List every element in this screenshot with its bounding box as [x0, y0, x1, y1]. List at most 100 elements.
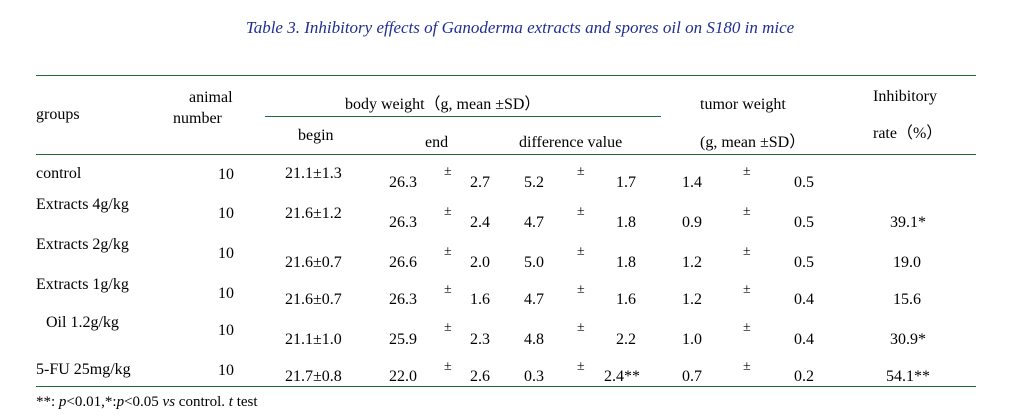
header-inhibitory: Inhibitory — [873, 89, 937, 105]
cell-diff-pm: ± — [577, 283, 585, 297]
cell-rate: 39.1* — [890, 215, 926, 231]
cell-group: 5-FU 25mg/kg — [36, 362, 131, 378]
cell-end-pm: ± — [444, 283, 452, 297]
cell-begin: 21.1±1.0 — [285, 332, 342, 348]
cell-begin: 21.6±1.2 — [285, 206, 342, 222]
cell-diff-mean: 5.0 — [524, 255, 544, 271]
cell-rate: 54.1** — [886, 369, 930, 385]
cell-begin: 21.6±0.7 — [285, 292, 342, 308]
cell-tumor-pm: ± — [743, 321, 751, 335]
cell-end-sd: 2.3 — [470, 332, 490, 348]
footnote-text: **: — [36, 394, 59, 410]
cell-tumor-pm: ± — [743, 165, 751, 179]
cell-rate: 30.9* — [890, 332, 926, 348]
cell-diff-sd: 1.8 — [616, 255, 636, 271]
cell-tumor-mean: 1.0 — [682, 332, 702, 348]
cell-number: 10 — [218, 286, 234, 302]
footnote-text: <0.01,*: — [66, 394, 116, 410]
cell-diff-mean: 5.2 — [524, 175, 544, 191]
header-bottom-rule — [36, 154, 976, 155]
body-weight-subrule — [265, 116, 661, 117]
header-animal: animal — [189, 90, 233, 106]
cell-tumor-sd: 0.4 — [794, 292, 814, 308]
cell-tumor-mean: 1.2 — [682, 292, 702, 308]
cell-end-mean: 26.3 — [389, 175, 417, 191]
cell-end-mean: 25.9 — [389, 332, 417, 348]
cell-diff-pm: ± — [577, 360, 585, 374]
header-begin: begin — [298, 128, 334, 144]
cell-end-mean: 22.0 — [389, 369, 417, 385]
cell-end-sd: 2.4 — [470, 215, 490, 231]
cell-end-pm: ± — [444, 165, 452, 179]
cell-tumor-mean: 1.4 — [682, 175, 702, 191]
cell-group: Extracts 1g/kg — [36, 277, 129, 293]
footnote-text: test — [233, 394, 258, 410]
cell-number: 10 — [218, 167, 234, 183]
cell-tumor-pm: ± — [743, 283, 751, 297]
cell-begin: 21.6±0.7 — [285, 255, 342, 271]
cell-diff-pm: ± — [577, 245, 585, 259]
cell-diff-mean: 0.3 — [524, 369, 544, 385]
header-groups: groups — [36, 107, 80, 123]
cell-end-pm: ± — [444, 245, 452, 259]
cell-begin: 21.7±0.8 — [285, 369, 342, 385]
cell-tumor-pm: ± — [743, 245, 751, 259]
cell-diff-pm: ± — [577, 165, 585, 179]
cell-end-sd: 1.6 — [470, 292, 490, 308]
cell-tumor-pm: ± — [743, 360, 751, 374]
cell-end-pm: ± — [444, 321, 452, 335]
cell-group: Extracts 2g/kg — [36, 237, 129, 253]
cell-tumor-sd: 0.2 — [794, 369, 814, 385]
cell-rate: 19.0 — [893, 255, 921, 271]
cell-diff-sd: 1.8 — [616, 215, 636, 231]
cell-diff-sd: 1.7 — [616, 175, 636, 191]
header-rate: rate（%） — [873, 126, 942, 142]
cell-rate: 15.6 — [893, 292, 921, 308]
cell-end-mean: 26.6 — [389, 255, 417, 271]
cell-end-sd: 2.6 — [470, 369, 490, 385]
cell-number: 10 — [218, 323, 234, 339]
cell-diff-sd: 2.4** — [604, 369, 640, 385]
cell-end-mean: 26.3 — [389, 292, 417, 308]
cell-tumor-mean: 0.7 — [682, 369, 702, 385]
cell-tumor-sd: 0.4 — [794, 332, 814, 348]
cell-diff-sd: 1.6 — [616, 292, 636, 308]
cell-tumor-mean: 1.2 — [682, 255, 702, 271]
cell-diff-sd: 2.2 — [616, 332, 636, 348]
cell-tumor-mean: 0.9 — [682, 215, 702, 231]
cell-number: 10 — [218, 206, 234, 222]
header-body-weight: body weight（g, mean ±SD） — [345, 97, 540, 113]
cell-number: 10 — [218, 363, 234, 379]
cell-diff-mean: 4.7 — [524, 292, 544, 308]
footnote-text: <0.05 — [124, 394, 162, 410]
cell-diff-mean: 4.7 — [524, 215, 544, 231]
header-tumor-units: (g, mean ±SD） — [700, 135, 805, 151]
cell-end-pm: ± — [444, 360, 452, 374]
cell-diff-pm: ± — [577, 321, 585, 335]
cell-diff-mean: 4.8 — [524, 332, 544, 348]
cell-group: Oil 1.2g/kg — [46, 315, 119, 331]
cell-begin: 21.1±1.3 — [285, 166, 342, 182]
cell-end-pm: ± — [444, 205, 452, 219]
table-caption: Table 3. Inhibitory effects of Ganoderma… — [0, 19, 1024, 36]
top-rule — [36, 75, 976, 76]
cell-diff-pm: ± — [577, 205, 585, 219]
cell-tumor-sd: 0.5 — [794, 255, 814, 271]
cell-end-sd: 2.7 — [470, 175, 490, 191]
header-number: number — [173, 111, 222, 127]
header-tumor-weight: tumor weight — [700, 97, 786, 113]
cell-number: 10 — [218, 246, 234, 262]
footnote-vs: vs — [163, 394, 176, 410]
footnote-text: control. — [175, 394, 229, 410]
header-end: end — [425, 135, 448, 151]
cell-end-mean: 26.3 — [389, 215, 417, 231]
cell-tumor-sd: 0.5 — [794, 175, 814, 191]
cell-group: Extracts 4g/kg — [36, 197, 129, 213]
cell-tumor-pm: ± — [743, 205, 751, 219]
table-footnote: **: p<0.01,*:p<0.05 vs control. t test — [36, 395, 258, 410]
cell-end-sd: 2.0 — [470, 255, 490, 271]
cell-group: control — [36, 166, 81, 182]
footnote-p: p — [117, 394, 125, 410]
bottom-rule — [36, 386, 976, 387]
cell-tumor-sd: 0.5 — [794, 215, 814, 231]
